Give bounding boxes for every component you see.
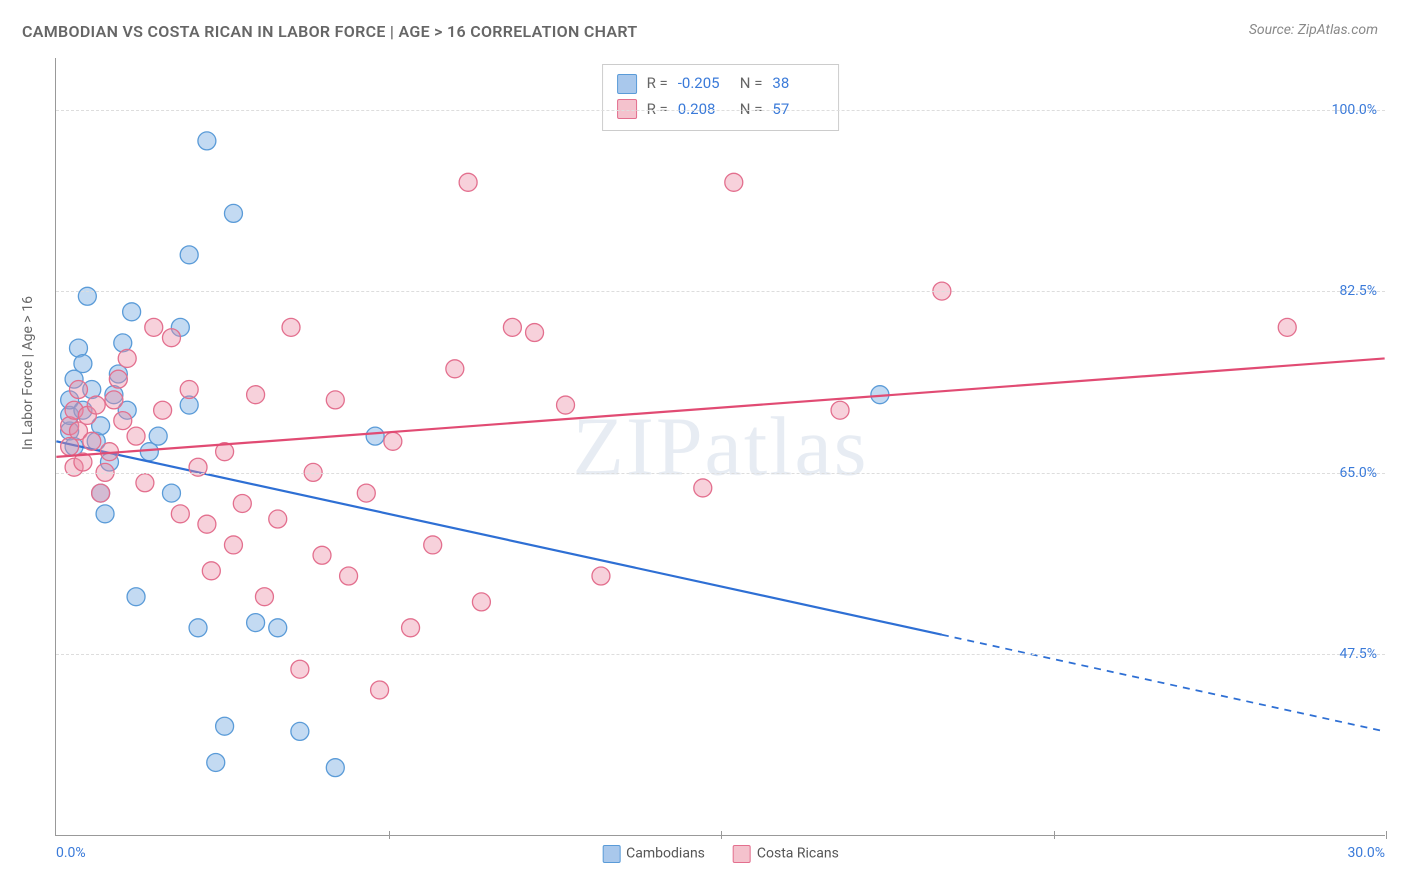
x-tick [1054, 831, 1055, 839]
scatter-point [1278, 318, 1296, 336]
scatter-point [127, 427, 145, 445]
trend-line-extrapolated [942, 635, 1385, 732]
x-axis-min-label: 0.0% [56, 845, 86, 861]
plot-area: ZIPatlas R =-0.205N =38R =0.208N =57 Cam… [55, 58, 1385, 836]
scatter-point [557, 396, 575, 414]
scatter-point [459, 173, 477, 191]
scatter-point [198, 132, 216, 150]
legend-swatch [733, 845, 751, 863]
scatter-point [92, 484, 110, 502]
scatter-point [224, 204, 242, 222]
trend-line [56, 358, 1384, 456]
scatter-point [402, 619, 420, 637]
legend-label: Cambodians [626, 846, 705, 862]
scatter-point [592, 567, 610, 585]
scatter-point [247, 614, 265, 632]
gridline [56, 473, 1385, 474]
scatter-point [313, 546, 331, 564]
stat-n-value: 38 [772, 71, 824, 97]
scatter-point [87, 396, 105, 414]
scatter-point [171, 505, 189, 523]
scatter-point [202, 562, 220, 580]
scatter-point [109, 370, 127, 388]
legend-swatch [602, 845, 620, 863]
scatter-point [424, 536, 442, 554]
scatter-point [224, 536, 242, 554]
scatter-point [154, 401, 172, 419]
scatter-point [247, 386, 265, 404]
scatter-point [503, 318, 521, 336]
scatter-point [123, 303, 141, 321]
scatter-point [526, 324, 544, 342]
scatter-point [255, 588, 273, 606]
scatter-point [371, 681, 389, 699]
scatter-point [162, 329, 180, 347]
x-tick [1386, 831, 1387, 839]
gridline [56, 110, 1385, 111]
scatter-point [725, 173, 743, 191]
scatter-point [340, 567, 358, 585]
chart-title: CAMBODIAN VS COSTA RICAN IN LABOR FORCE … [22, 22, 638, 41]
scatter-point [472, 593, 490, 611]
legend-item: Costa Ricans [733, 845, 839, 863]
scatter-point [831, 401, 849, 419]
scatter-point [136, 474, 154, 492]
stat-r-value: -0.205 [678, 71, 730, 97]
scatter-point [282, 318, 300, 336]
stat-r-label: R = [647, 71, 668, 97]
scatter-point [96, 505, 114, 523]
chart-container: CAMBODIAN VS COSTA RICAN IN LABOR FORCE … [0, 0, 1406, 892]
y-tick-label: 82.5% [1339, 283, 1377, 299]
scatter-point [70, 381, 88, 399]
scatter-point [326, 391, 344, 409]
legend-swatch [617, 74, 637, 94]
scatter-point [233, 494, 251, 512]
y-tick-label: 47.5% [1339, 646, 1377, 662]
legend-label: Costa Ricans [757, 846, 839, 862]
scatter-point [118, 349, 136, 367]
y-axis-label: In Labor Force | Age > 16 [20, 296, 36, 450]
scatter-point [291, 722, 309, 740]
scatter-point [189, 619, 207, 637]
scatter-point [180, 246, 198, 264]
scatter-point [269, 510, 287, 528]
scatter-point [216, 717, 234, 735]
stats-row: R = -0.205 N = 38 [617, 71, 825, 97]
scatter-point [78, 287, 96, 305]
scatter-point [145, 318, 163, 336]
scatter-point [269, 619, 287, 637]
legend-item: Cambodians [602, 845, 705, 863]
scatter-point [326, 759, 344, 777]
scatter-point [446, 360, 464, 378]
x-axis-max-label: 30.0% [1347, 845, 1385, 861]
plot-svg [56, 58, 1385, 835]
scatter-point [180, 381, 198, 399]
y-tick-label: 100.0% [1332, 102, 1377, 118]
scatter-point [83, 432, 101, 450]
y-tick-label: 65.0% [1339, 465, 1377, 481]
scatter-point [198, 515, 216, 533]
scatter-point [149, 427, 167, 445]
x-tick [721, 831, 722, 839]
x-tick [389, 831, 390, 839]
scatter-point [105, 391, 123, 409]
scatter-point [357, 484, 375, 502]
scatter-point [207, 753, 225, 771]
bottom-legend: Cambodians Costa Ricans [602, 845, 839, 863]
scatter-point [366, 427, 384, 445]
stat-n-label: N = [740, 71, 763, 97]
gridline [56, 291, 1385, 292]
stats-legend-box: R =-0.205N =38R =0.208N =57 [602, 64, 840, 131]
gridline [56, 654, 1385, 655]
source-label: Source: ZipAtlas.com [1249, 22, 1378, 38]
scatter-point [291, 660, 309, 678]
scatter-point [162, 484, 180, 502]
scatter-point [384, 432, 402, 450]
scatter-point [127, 588, 145, 606]
scatter-point [694, 479, 712, 497]
scatter-point [74, 355, 92, 373]
scatter-point [114, 412, 132, 430]
